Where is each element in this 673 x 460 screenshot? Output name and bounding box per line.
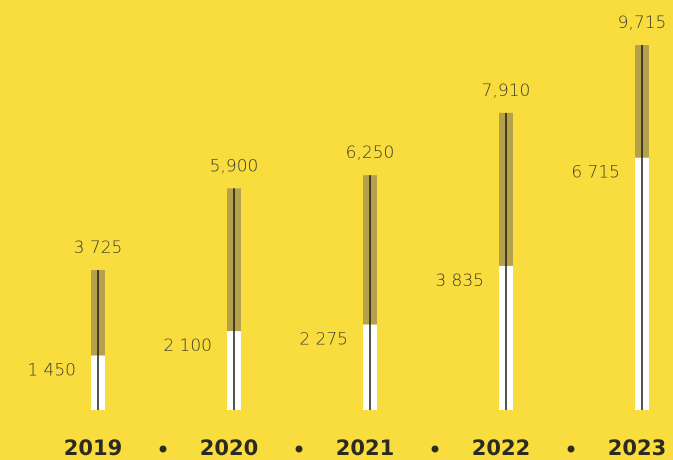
value-label: 2 275 [299,330,348,350]
value-label: 3 835 [435,271,484,291]
value-label: 9,715 [618,13,667,33]
value-label: 6 715 [571,163,620,183]
value-label: 5,900 [210,156,259,176]
value-label: 2 100 [163,336,212,356]
x-tick-label: 2020 [200,436,258,460]
value-label: 3 725 [74,238,123,258]
value-label: 6,250 [346,143,395,163]
x-tick-label: 2021 [336,436,394,460]
separator-dot [159,445,167,453]
x-tick-label: 2022 [472,436,530,460]
separator-dot [567,445,575,453]
x-tick-label: 2019 [64,436,122,460]
value-label: 1 450 [27,361,76,381]
x-tick-label: 2023 [608,436,666,460]
separator-dot [431,445,439,453]
value-label: 7,910 [482,81,531,101]
separator-dot [295,445,303,453]
